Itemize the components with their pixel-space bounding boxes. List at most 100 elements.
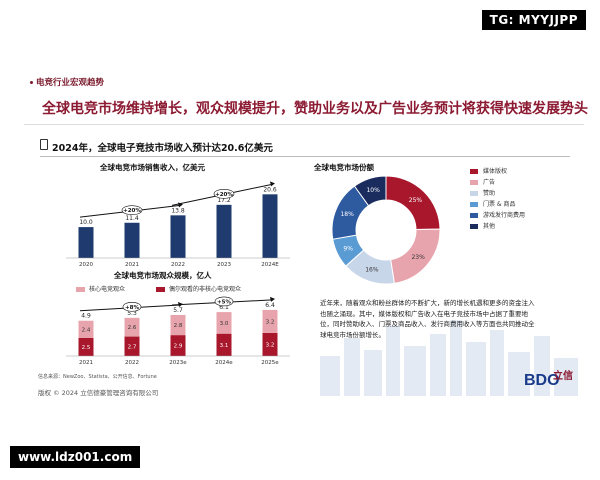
share-legend-swatch — [470, 191, 478, 196]
legend-casual-swatch — [156, 287, 165, 292]
watermark-top: TG: MYYJJPP — [481, 10, 586, 30]
audience-segment-label: 2.9 — [174, 344, 183, 350]
share-legend-swatch — [470, 213, 478, 218]
legend-casual-label: 偶尔观看的非核心电竞观众 — [169, 286, 242, 293]
audience-total-label: 5.3 — [127, 310, 137, 317]
revenue-bar — [170, 215, 186, 258]
subtitle-divider — [40, 156, 570, 157]
legend-core-swatch — [76, 287, 85, 292]
audience-casual-bar — [170, 335, 186, 356]
audience-core-bar — [78, 320, 94, 338]
legend-casual: 偶尔观看的非核心电竞观众 — [156, 284, 241, 293]
growth-badge — [213, 189, 235, 199]
donut-slice — [353, 175, 387, 207]
audience-segment-label: 2.4 — [82, 327, 91, 333]
donut-slice-label: 25% — [409, 197, 423, 204]
share-legend-label: 赞助 — [483, 190, 496, 197]
share-legend-label: 其他 — [483, 223, 496, 230]
page-title: 全球电竞市场维持增长，观众规模提升，赞助业务以及广告业务预计将获得快速发展势头 — [42, 101, 588, 117]
title-divider — [24, 124, 584, 125]
share-legend-item: 媒体版权 — [470, 166, 507, 175]
section-text: 电竞行业宏观趋势 — [36, 78, 105, 88]
revenue-bar — [216, 204, 232, 258]
revenue-bar — [262, 194, 278, 258]
audience-chart: 2.5 2.4 4.9 2021 2.7 2.6 5.3 2022 2.9 2.8 5.7 2023e… — [66, 296, 290, 366]
subtitle: 2024年，全球电子竞技市场收入预计达20.6亿美元 — [52, 143, 273, 154]
donut-slice-label: 18% — [340, 211, 354, 218]
copyright-footer: 版权 © 2024 立信德豪管理咨询有限公司 — [38, 389, 159, 397]
audience-segment-label: 2.6 — [128, 325, 137, 331]
arrow-head — [270, 181, 275, 187]
revenue-x-tick: 2024E — [261, 262, 279, 268]
share-legend-swatch — [470, 202, 478, 207]
audience-core-bar — [216, 312, 232, 334]
audience-casual-bar — [78, 338, 94, 356]
revenue-chart: 10.0 2020 11.4 2021 13.8 2022 17.2 2023 20.6 2024… — [66, 181, 290, 268]
audience-casual-bar — [262, 332, 278, 356]
audience-x-tick: 2023e — [169, 360, 187, 366]
audience-segment-label: 2.5 — [82, 345, 91, 351]
audience-casual-bar — [216, 333, 232, 356]
share-donut-chart: 25% 23% 16% 9% 18% 10% — [331, 175, 441, 285]
audience-core-bar — [262, 309, 278, 333]
share-legend-swatch — [470, 169, 478, 174]
share-legend-item: 游戏发行商费用 — [470, 210, 525, 219]
legend-core: 核心电竞观众 — [76, 284, 125, 293]
share-legend-swatch — [470, 180, 478, 185]
bullet-dot — [30, 81, 33, 84]
donut-slice-label: 9% — [343, 245, 353, 252]
audience-x-tick: 2022 — [125, 360, 139, 366]
share-chart-title: 全球电竞市场份额 — [314, 163, 374, 172]
audience-total-label: 5.7 — [173, 307, 183, 314]
revenue-value-label: 10.0 — [79, 219, 93, 226]
revenue-x-tick: 2020 — [79, 262, 93, 268]
donut-slice-label: 10% — [366, 187, 380, 194]
section-label: 电竞行业宏观趋势 — [30, 76, 104, 88]
share-legend-item: 赞助 — [470, 188, 495, 197]
audience-core-bar — [124, 317, 140, 337]
growth-label: +8% — [125, 305, 139, 311]
clipboard-icon — [40, 139, 48, 150]
revenue-x-tick: 2022 — [171, 262, 185, 268]
audience-chart-title: 全球电竞市场观众规模，亿人 — [114, 271, 212, 280]
revenue-value-label: 13.8 — [171, 207, 185, 214]
audience-total-label: 6.4 — [265, 302, 275, 309]
source-note: 信息来源：NewZoo、Statista、公开信息、Fortune — [38, 374, 157, 380]
growth-badge — [122, 302, 142, 312]
city-skyline-illustration — [320, 320, 578, 396]
donut-slice-label: 23% — [411, 254, 425, 261]
audience-segment-label: 3.2 — [266, 319, 275, 325]
revenue-value-label: 17.2 — [217, 197, 231, 204]
revenue-x-tick: 2021 — [125, 262, 139, 268]
description-paragraph: 近年来，随着观众和粉丝群体的不断扩大，新的增长机遇和更多的资金注入也随之涌现。其… — [320, 299, 535, 339]
revenue-value-label: 20.6 — [263, 186, 277, 193]
growth-badge — [214, 296, 234, 307]
growth-label: +20% — [215, 192, 233, 198]
audience-segment-label: 3.0 — [220, 321, 229, 327]
audience-total-label: 6.1 — [219, 304, 229, 311]
bdo-logo: BDO — [524, 372, 560, 389]
revenue-chart-title: 全球电竞市场销售收入，亿美元 — [100, 163, 205, 172]
audience-segment-label: 3.1 — [220, 343, 229, 349]
audience-core-bar — [170, 314, 186, 336]
share-legend-item: 其他 — [470, 221, 495, 230]
revenue-bar — [78, 227, 94, 258]
growth-label: +20% — [123, 208, 141, 214]
audience-segment-label: 2.8 — [174, 323, 183, 329]
audience-segment-label: 2.7 — [128, 344, 137, 350]
share-legend-item: 门票 & 商品 — [470, 199, 516, 208]
revenue-value-label: 11.4 — [125, 215, 139, 222]
audience-x-tick: 2024e — [215, 360, 233, 366]
share-legend-swatch — [470, 224, 478, 229]
audience-segment-label: 3.2 — [266, 342, 275, 348]
revenue-x-tick: 2023 — [217, 262, 231, 268]
audience-x-tick: 2021 — [79, 360, 93, 366]
share-legend-label: 广告 — [483, 179, 496, 186]
share-legend: 媒体版权广告赞助门票 & 商品游戏发行商费用 其他 — [470, 166, 580, 246]
growth-label: +5% — [217, 299, 231, 305]
share-legend-label: 媒体版权 — [483, 168, 508, 175]
share-legend-label: 游戏发行商费用 — [483, 212, 526, 219]
share-legend-item: 广告 — [470, 177, 495, 186]
legend-core-label: 核心电竞观众 — [89, 286, 126, 293]
slide: 电竞行业宏观趋势 全球电竞市场维持增长，观众规模提升，赞助业务以及广告业务预计将… — [24, 66, 588, 406]
